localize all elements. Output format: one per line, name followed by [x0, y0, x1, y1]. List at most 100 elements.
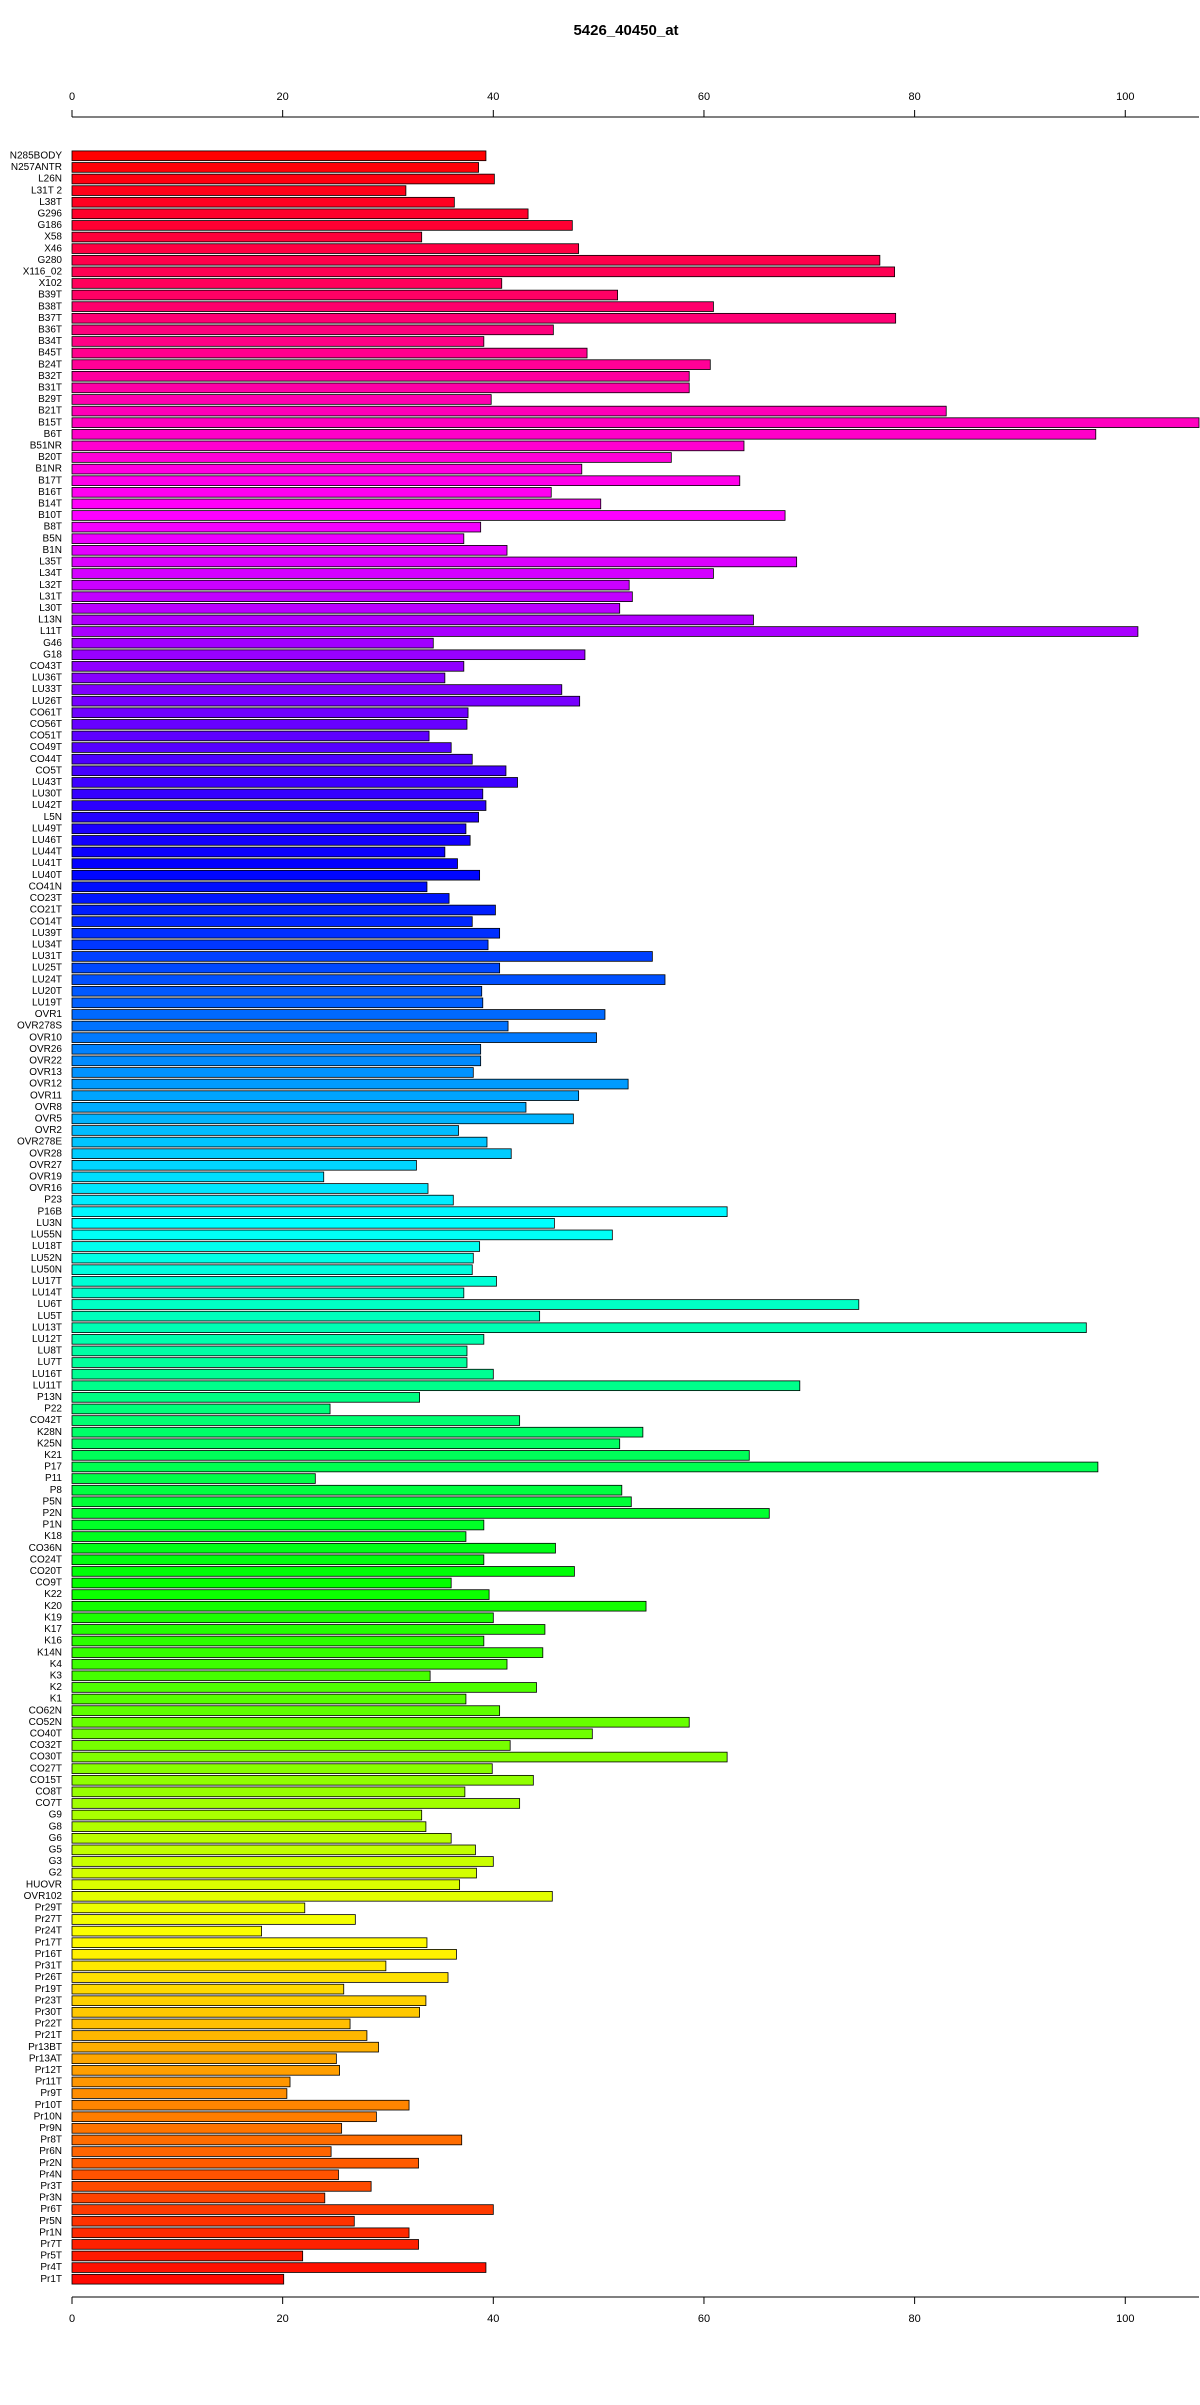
y-tick-label: K28N [37, 1427, 62, 1438]
bar [71, 637, 434, 649]
bar [71, 1148, 512, 1159]
y-tick-label: B34T [38, 336, 62, 347]
bar [71, 359, 711, 370]
y-tick-label: LU31T [32, 951, 62, 962]
bar [71, 1461, 1099, 1473]
y-tick-label: Pr8T [40, 2135, 62, 2146]
x-tick-label: 60 [698, 2313, 710, 2325]
x-tick-label: 0 [69, 2313, 75, 2325]
bar [71, 2146, 332, 2157]
y-tick-label: Pr3N [39, 2193, 62, 2204]
y-tick-label: OVR5 [35, 1114, 63, 1125]
bar [71, 2239, 419, 2250]
y-tick-label: Pr13AT [29, 2053, 62, 2064]
bar [71, 440, 745, 452]
y-tick-label: X116_02 [23, 266, 63, 277]
bar [71, 2076, 291, 2088]
y-tick-label: G186 [38, 220, 63, 231]
bar [71, 1403, 331, 1415]
y-tick-label: LU39T [32, 928, 62, 939]
y-tick-label: P22 [44, 1404, 62, 1415]
y-tick-label: LU3N [36, 1218, 62, 1229]
y-tick-label: L38T [39, 197, 62, 208]
y-tick-label: OVR8 [35, 1102, 63, 1113]
bar [71, 498, 602, 510]
y-tick-label: Pr12T [35, 2065, 62, 2076]
y-tick-label: CO21T [30, 905, 62, 916]
y-tick-label: B1N [43, 545, 62, 556]
y-tick-label: CO15T [30, 1775, 62, 1786]
bar [71, 1960, 387, 1972]
y-tick-label: CO52N [29, 1717, 62, 1728]
bar [71, 777, 518, 788]
y-tick-label: K19 [44, 1612, 62, 1623]
y-tick-label: LU25T [32, 963, 62, 974]
bar [71, 684, 563, 695]
y-tick-label: K1 [50, 1694, 63, 1705]
y-tick-label: OVR1 [35, 1009, 63, 1020]
bar [71, 1554, 485, 1566]
y-tick-label: CO14T [30, 916, 62, 927]
y-tick-label: P2N [43, 1508, 62, 1519]
y-tick-label: N257ANTR [11, 162, 62, 173]
y-tick-label: LU33T [32, 684, 62, 695]
bar [71, 1682, 537, 1693]
bar [71, 800, 487, 811]
bar [71, 2157, 419, 2169]
bar [71, 869, 481, 881]
y-tick-label: Pr21T [35, 2030, 62, 2041]
y-tick-label: K4 [50, 1659, 63, 1670]
y-tick-label: CO51T [30, 731, 62, 742]
bar [71, 1032, 597, 1043]
x-tick-label: 0 [69, 91, 75, 103]
bar [71, 208, 529, 220]
y-tick-label: P13N [37, 1392, 62, 1403]
y-tick-label: N285BODY [10, 150, 63, 161]
bar [71, 695, 581, 707]
y-tick-label: Pr26T [35, 1972, 62, 1983]
bar [71, 2262, 487, 2273]
x-tick-label: 40 [487, 2313, 499, 2325]
bar [71, 1426, 644, 1438]
y-tick-label: B1NR [35, 464, 62, 475]
bar [71, 417, 1200, 428]
y-tick-label: K22 [44, 1589, 62, 1600]
bar [71, 753, 473, 765]
bar [71, 1345, 468, 1357]
bar [71, 1972, 449, 1983]
y-tick-label: OVR28 [29, 1148, 62, 1159]
y-tick-label: B8T [44, 522, 62, 533]
y-tick-label: G8 [49, 1821, 63, 1832]
y-tick-label: Pr5N [39, 2216, 62, 2227]
bar [71, 1914, 356, 1925]
bar [71, 1194, 454, 1206]
bar [71, 1136, 488, 1148]
bar [71, 1252, 474, 1264]
y-tick-label: CO62N [29, 1705, 62, 1716]
bar [71, 1647, 544, 1658]
bar [71, 521, 482, 533]
y-tick-label: CO30T [30, 1752, 62, 1763]
y-tick-label: B5N [43, 533, 62, 544]
bar [71, 2169, 339, 2181]
bar [71, 1392, 420, 1403]
y-tick-label: CO40T [30, 1728, 62, 1739]
bar [71, 1125, 459, 1136]
bar [71, 1519, 485, 1531]
y-tick-label: P23 [44, 1195, 62, 1206]
bar [71, 1705, 501, 1716]
bar [71, 1101, 527, 1113]
bar [71, 1566, 575, 1577]
bar [71, 266, 896, 278]
x-tick-label: 20 [277, 91, 289, 103]
bar [71, 649, 586, 661]
y-tick-label: X102 [39, 278, 63, 289]
bar [71, 1334, 485, 1345]
y-tick-label: B45T [38, 348, 62, 359]
y-tick-label: CO42T [30, 1415, 62, 1426]
y-tick-label: X58 [44, 232, 62, 243]
bar [71, 672, 446, 684]
bar [71, 1995, 427, 2006]
y-tick-label: G5 [49, 1845, 63, 1856]
y-tick-label: Pr1N [39, 2227, 62, 2238]
